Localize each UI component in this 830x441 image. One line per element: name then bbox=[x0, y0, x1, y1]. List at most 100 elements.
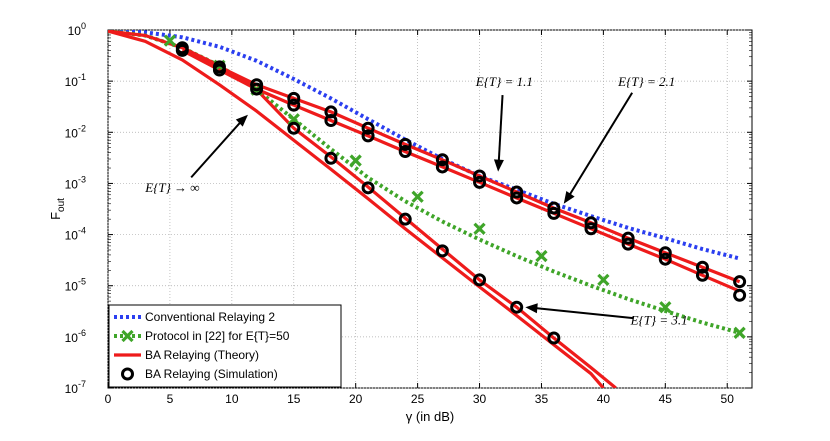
x-tick-label: 20 bbox=[349, 392, 363, 406]
annotation-label: E{T} = 2.1 bbox=[617, 74, 675, 89]
simulation-point bbox=[695, 260, 709, 274]
y-tick-label: 10-4 bbox=[65, 226, 86, 243]
x-tick-label: 5 bbox=[167, 392, 174, 406]
annotation-arrow-head bbox=[493, 159, 504, 172]
simulation-point bbox=[361, 129, 375, 143]
simulation-point bbox=[547, 331, 561, 345]
annotation-arrow-shaft bbox=[190, 119, 243, 179]
x-tick-label: 25 bbox=[411, 392, 425, 406]
y-axis-label-base: F bbox=[48, 212, 63, 220]
x-marker-stroke bbox=[733, 326, 746, 339]
simulation-point bbox=[547, 201, 561, 215]
axis-ticks: 0 5 10 15 20 25 30 35 40 45 5010010-110-210-310-41… bbox=[65, 21, 752, 406]
series-line-ba-relaying-theory-e-t-1-1 bbox=[181, 46, 741, 284]
y-tick-label: 10-1 bbox=[65, 72, 86, 89]
simulation-point bbox=[250, 82, 264, 96]
legend-swatch-marker bbox=[121, 329, 134, 343]
marker-group bbox=[163, 34, 747, 345]
annotation-label: E{T} → ∞ bbox=[144, 180, 199, 195]
x-marker-stroke bbox=[411, 190, 424, 203]
simulation-point bbox=[287, 91, 301, 105]
simulation-point bbox=[510, 300, 524, 314]
x-tick-label: 10 bbox=[225, 392, 239, 406]
y-tick-label: 10-7 bbox=[65, 379, 86, 396]
legend-label: BA Relaying (Simulation) bbox=[145, 367, 278, 381]
series-marker-protocol-in-22-for-e-t-50 bbox=[473, 222, 486, 235]
series-group bbox=[108, 30, 741, 388]
y-tick-label: 10-2 bbox=[65, 123, 86, 140]
legend-swatch bbox=[121, 367, 134, 381]
simulation-point bbox=[658, 252, 672, 266]
simulation-point bbox=[733, 275, 747, 289]
y-tick-exponent: -1 bbox=[78, 72, 86, 82]
annotation-arrow-head bbox=[235, 114, 248, 127]
y-tick-exponent: -6 bbox=[78, 328, 86, 338]
x-tick-label: 30 bbox=[473, 392, 487, 406]
annotation-arrow-shaft bbox=[533, 306, 634, 320]
series-marker-protocol-in-22-for-e-t-50 bbox=[411, 190, 424, 203]
simulation-point bbox=[435, 244, 449, 258]
series-marker-protocol-in-22-for-e-t-50 bbox=[535, 249, 548, 263]
simulation-point bbox=[250, 78, 264, 92]
y-tick-label: 10-3 bbox=[65, 174, 86, 191]
x-marker-stroke bbox=[121, 329, 134, 343]
x-tick-label: 50 bbox=[721, 392, 735, 406]
y-tick-exponent: 0 bbox=[81, 21, 86, 31]
x-tick-label: 15 bbox=[287, 392, 301, 406]
simulation-point bbox=[361, 121, 375, 135]
simulation-point bbox=[212, 63, 226, 77]
annotation-arrow-head bbox=[563, 191, 575, 204]
simulation-point bbox=[510, 185, 524, 199]
y-axis-label-sub: out bbox=[56, 198, 67, 212]
y-tick-exponent: -4 bbox=[78, 226, 86, 236]
y-tick-base: 10 bbox=[65, 382, 79, 396]
y-tick-base: 10 bbox=[65, 126, 79, 140]
y-tick-label: 100 bbox=[68, 21, 86, 38]
series-marker-protocol-in-22-for-e-t-50 bbox=[597, 273, 610, 287]
simulation-point bbox=[324, 151, 338, 165]
series-marker-protocol-in-22-for-e-t-50 bbox=[659, 301, 672, 314]
legend: Conventional Relaying 2 Protocol in [22] … bbox=[108, 304, 342, 388]
simulation-point bbox=[733, 288, 747, 302]
x-marker-stroke bbox=[163, 34, 177, 47]
simulation-point bbox=[287, 98, 301, 112]
y-tick-base: 10 bbox=[65, 229, 79, 243]
simulation-point bbox=[695, 268, 709, 282]
legend-box bbox=[108, 304, 342, 388]
annotation-arrow-head bbox=[525, 303, 538, 314]
annotation-label: E{T} = 1.1 bbox=[475, 74, 533, 89]
legend-label: Protocol in [22] for E{T}=50 bbox=[145, 329, 290, 343]
x-marker-stroke bbox=[287, 113, 300, 126]
y-tick-base: 10 bbox=[65, 331, 79, 345]
series-line-ba-relaying-theory-e-t bbox=[108, 30, 605, 388]
simulation-point bbox=[435, 160, 449, 174]
series-marker-protocol-in-22-for-e-t-50 bbox=[163, 34, 177, 47]
simulation-point bbox=[435, 153, 449, 167]
x-tick-label: 45 bbox=[659, 392, 673, 406]
simulation-point bbox=[658, 246, 672, 260]
y-tick-base: 10 bbox=[68, 24, 82, 38]
x-tick-label: 0 bbox=[105, 392, 112, 406]
simulation-point bbox=[324, 113, 338, 127]
y-axis-label: Fout bbox=[48, 198, 67, 220]
simulation-point bbox=[547, 206, 561, 220]
series-line-ba-relaying-theory-e-t-2-1 bbox=[181, 48, 741, 293]
x-tick-label: 35 bbox=[535, 392, 549, 406]
series-marker-protocol-in-22-for-e-t-50 bbox=[733, 326, 746, 339]
y-tick-label: 10-5 bbox=[65, 277, 86, 294]
x-marker-stroke bbox=[535, 249, 548, 263]
simulation-point bbox=[398, 212, 412, 226]
y-tick-base: 10 bbox=[65, 75, 79, 89]
simulation-point bbox=[473, 175, 487, 189]
simulation-point bbox=[361, 181, 375, 195]
y-tick-base: 10 bbox=[65, 280, 79, 294]
annotations-group: E{T} = 1.1 E{T} = 2.1 E{T} → ∞ E{T} = 3.1 bbox=[144, 74, 687, 327]
y-tick-exponent: -2 bbox=[78, 123, 86, 133]
x-marker-stroke bbox=[473, 222, 486, 235]
legend-label: Conventional Relaying 2 bbox=[145, 310, 275, 324]
y-tick-label: 10-6 bbox=[65, 328, 86, 345]
series-marker-protocol-in-22-for-e-t-50 bbox=[349, 154, 362, 167]
legend-label: BA Relaying (Theory) bbox=[145, 348, 259, 362]
